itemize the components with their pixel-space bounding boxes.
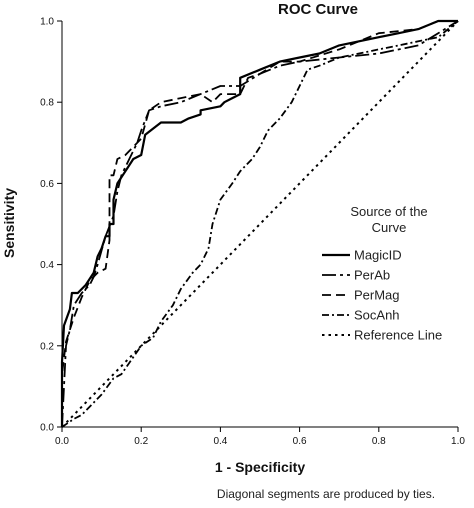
x-tick-label: 1.0 [451, 436, 465, 447]
series-line-permag [61, 20, 458, 427]
legend-label-socanh: SocAnh [354, 308, 400, 323]
x-tick-label: 0.2 [134, 436, 148, 447]
series-line-socanh [61, 20, 459, 428]
legend-label-perab: PerAb [354, 268, 390, 283]
legend-label-magicid: MagicID [354, 248, 402, 263]
axes: 0.0 0.2 0.4 0.6 0.8 1.0 0.0 0.2 0.4 0.6 0.8 1.0 [40, 17, 465, 448]
legend-label-reference-line: Reference Line [354, 328, 442, 343]
y-tick-label: 0.6 [40, 179, 54, 190]
series-layer [60, 19, 459, 428]
footnote: Diagonal segments are produced by ties. [217, 487, 435, 501]
y-tick-label: 0.0 [40, 423, 54, 434]
series-line-magicid [60, 19, 458, 427]
y-axis-label: Sensitivity [1, 188, 17, 258]
legend-label-permag: PerMag [354, 288, 400, 303]
y-tick-label: 0.4 [40, 260, 54, 271]
y-tick-label: 1.0 [40, 17, 54, 28]
legend-title: Curve [372, 220, 407, 235]
legend-title: Source of the [350, 204, 427, 219]
series-line-perab [61, 20, 459, 428]
y-tick-label: 0.8 [40, 98, 54, 109]
x-axis-label: 1 - Specificity [215, 459, 305, 475]
x-tick-label: 0.4 [213, 436, 227, 447]
y-tick-label: 0.2 [40, 341, 54, 352]
x-tick-label: 0.0 [55, 436, 69, 447]
x-tick-label: 0.8 [372, 436, 386, 447]
x-tick-label: 0.6 [293, 436, 307, 447]
chart-title: ROC Curve [278, 1, 358, 18]
